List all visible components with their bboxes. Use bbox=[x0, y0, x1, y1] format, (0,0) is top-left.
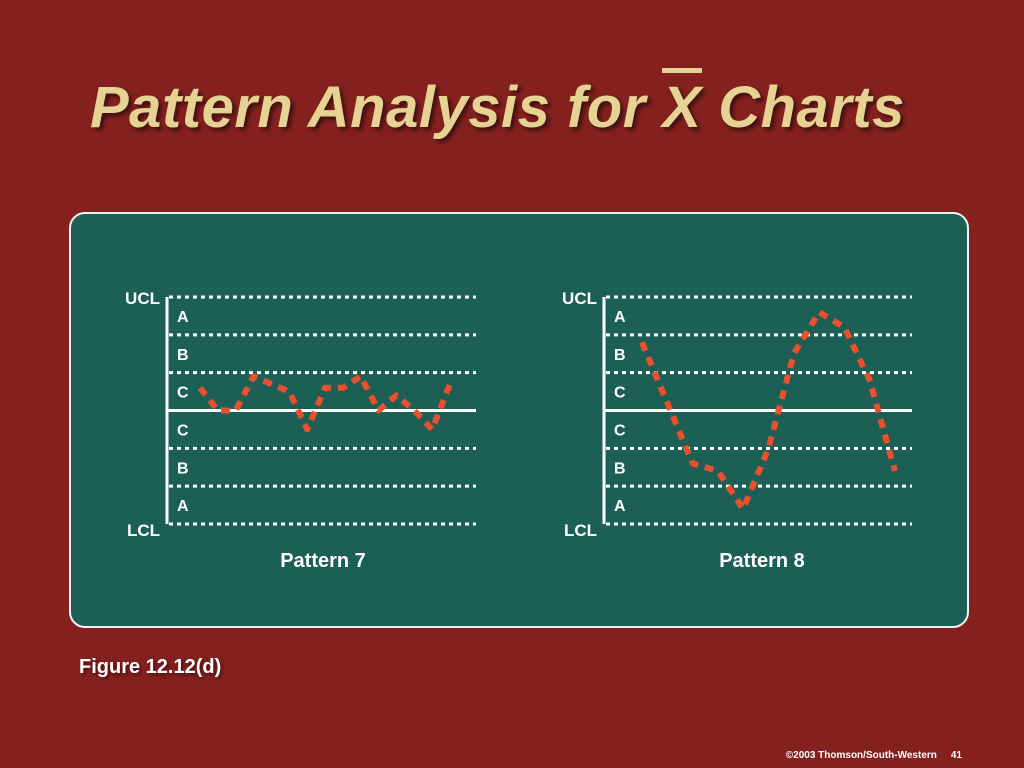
chart-1-zone-label: B bbox=[177, 460, 189, 477]
chart-1-lcl-label: LCL bbox=[127, 521, 160, 540]
chart-1-zone-label: C bbox=[177, 385, 189, 402]
chart-panel bbox=[69, 212, 969, 628]
title-suffix: Charts bbox=[701, 75, 905, 140]
chart-1-zone-label: B bbox=[177, 347, 189, 364]
chart-1-series-line bbox=[197, 373, 453, 433]
chart-2-zone-label: B bbox=[614, 460, 626, 477]
chart-2-ucl-label: UCL bbox=[562, 289, 597, 308]
figure-caption: Figure 12.12(d) bbox=[79, 656, 222, 678]
chart-1-title: Pattern 7 bbox=[280, 550, 366, 572]
chart-2-zone-label: B bbox=[614, 347, 626, 364]
chart-1-zone-label: A bbox=[177, 498, 189, 515]
page-number: 41 bbox=[950, 750, 962, 761]
chart-2-title: Pattern 8 bbox=[719, 550, 805, 572]
chart-2-zone-label: A bbox=[614, 498, 626, 515]
slide-title: Pattern Analysis for X Charts bbox=[90, 68, 905, 137]
copyright-text: ©2003 Thomson/South-Western bbox=[785, 750, 937, 761]
title-prefix: Pattern Analysis for bbox=[90, 75, 663, 140]
chart-2-series-line bbox=[639, 309, 898, 512]
slide-footer: ©2003 Thomson/South-Western 41 bbox=[786, 750, 962, 761]
chart-1-ucl-label: UCL bbox=[125, 289, 160, 308]
chart-1-zone-label: A bbox=[177, 309, 189, 326]
chart-2-zone-label: C bbox=[614, 422, 626, 439]
chart-2-lcl-label: LCL bbox=[564, 521, 597, 540]
chart-2-zone-label: C bbox=[614, 385, 626, 402]
chart-1-zone-label: C bbox=[177, 422, 189, 439]
title-x-bar: X bbox=[662, 68, 702, 137]
chart-2-zone-label: A bbox=[614, 309, 626, 326]
